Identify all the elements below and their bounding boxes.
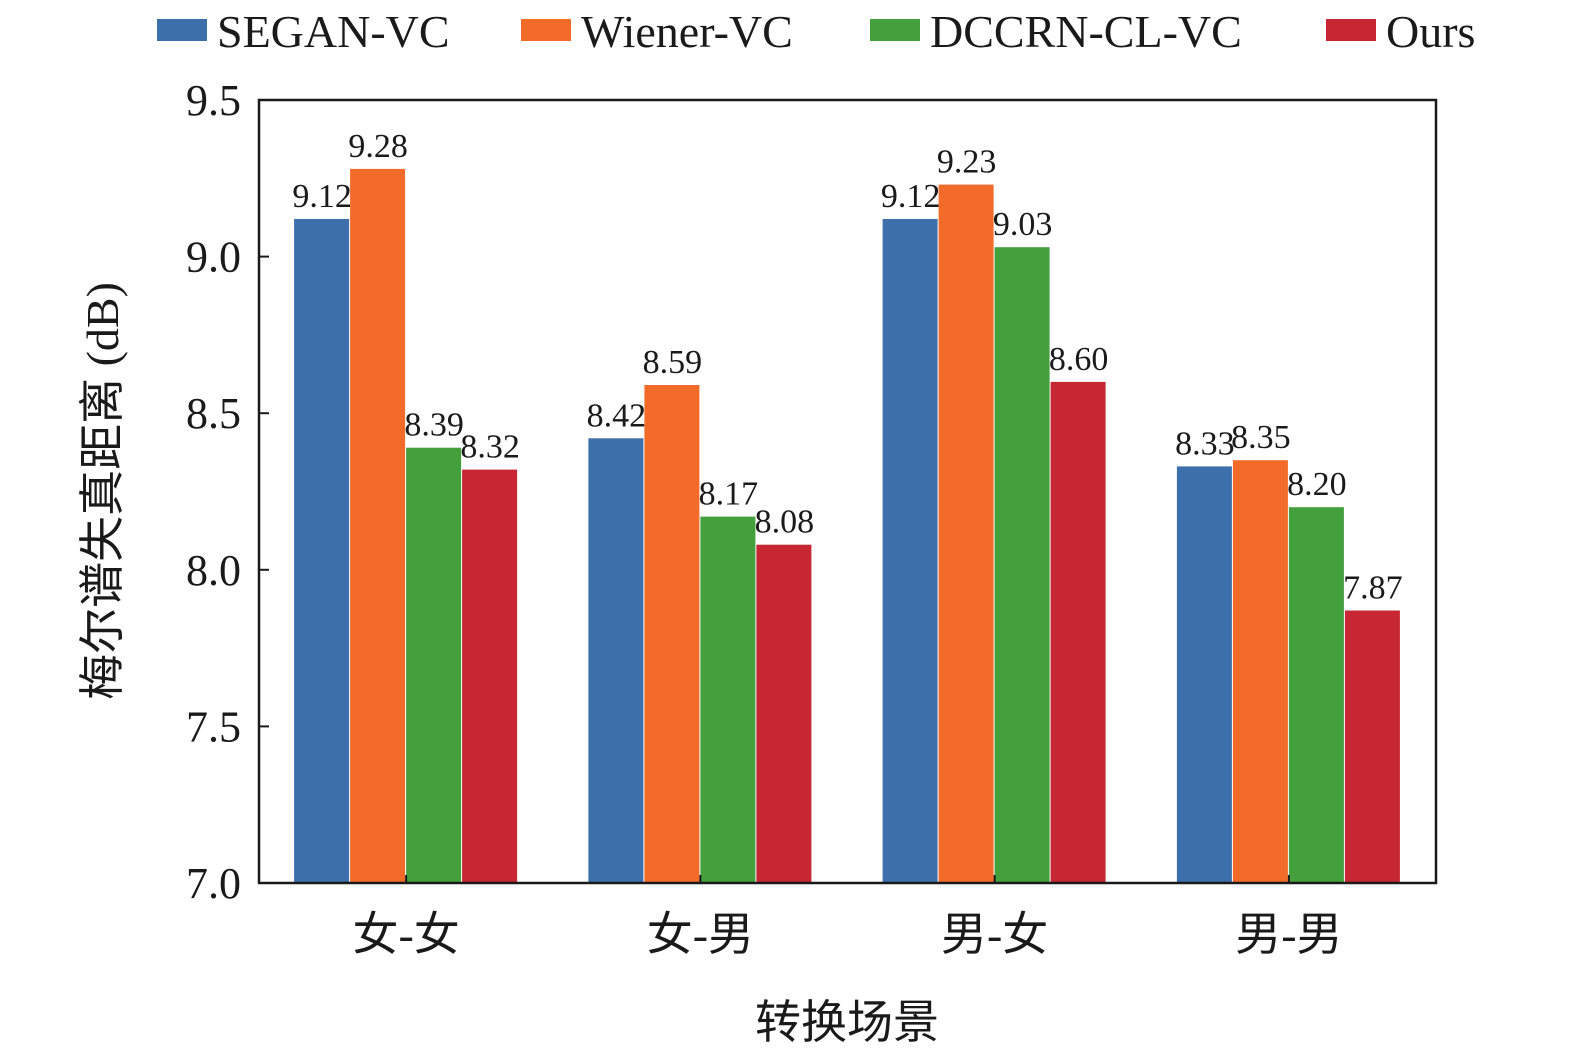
x-axis: 女-女 女-男 男-女 男-男 [352,875,1343,960]
data-label: 8.60 [1049,341,1109,378]
bar-ours-2 [756,544,812,883]
legend-item-ours: Ours [1326,6,1475,57]
bar-dccrn-cl-vc-2 [700,516,756,883]
bar-wiener-vc-1 [350,168,406,883]
data-label: 9.23 [937,144,997,181]
y-axis: 7.0 7.5 8.0 8.5 9.0 9.5 [186,76,269,908]
data-label: 8.59 [643,344,703,381]
legend-swatch [157,19,207,41]
y-tick-label: 7.0 [186,859,241,908]
legend-swatch [870,19,920,41]
x-tick-label: 女-女 [352,909,459,960]
bar-ours-4 [1344,610,1400,883]
y-tick-label: 8.5 [186,389,241,438]
y-axis-title: 梅尔谱失真距离 (dB) [77,282,128,700]
data-label: 8.35 [1231,419,1291,456]
legend-label: Wiener-VC [581,6,793,57]
data-label: 8.42 [587,397,647,434]
x-tick-label: 男-女 [941,909,1048,960]
data-label: 8.32 [460,429,520,466]
x-tick-label: 女-男 [647,909,754,960]
data-label: 8.39 [404,407,464,444]
legend-label: SEGAN-VC [217,6,450,57]
bar-ours-3 [1050,381,1106,883]
data-label: 8.17 [699,476,759,513]
data-label: 9.03 [993,206,1053,243]
bar-segan-vc-4 [1176,466,1232,883]
legend-swatch [521,19,571,41]
legend-label: Ours [1386,6,1475,57]
data-label: 9.12 [881,178,941,215]
bar-segan-vc-2 [588,438,644,883]
x-tick-label: 男-男 [1235,909,1342,960]
bar-wiener-vc-2 [644,385,700,883]
data-label: 7.87 [1343,570,1403,607]
y-tick-label: 8.0 [186,546,241,595]
bar-wiener-vc-4 [1232,460,1288,883]
data-label: 8.33 [1175,425,1235,462]
bar-ours-1 [462,469,518,883]
legend-label: DCCRN-CL-VC [930,6,1242,57]
data-label: 9.28 [348,128,408,165]
legend-item-segan-vc: SEGAN-VC [157,6,450,57]
bar-dccrn-cl-vc-3 [994,247,1050,883]
data-label: 8.08 [755,504,815,541]
bar-segan-vc-3 [882,219,938,883]
legend-swatch [1326,19,1376,41]
bar-segan-vc-1 [294,219,350,883]
bar-dccrn-cl-vc-4 [1288,507,1344,883]
y-tick-label: 9.0 [186,233,241,282]
x-axis-title: 转换场景 [755,997,939,1048]
legend-item-wiener-vc: Wiener-VC [521,6,793,57]
bar-wiener-vc-3 [938,184,994,884]
plot-frame [257,98,1438,885]
data-label: 8.20 [1287,466,1347,503]
legend: SEGAN-VC Wiener-VC DCCRN-CL-VC Ours [157,6,1475,57]
legend-item-dccrn-cl-vc: DCCRN-CL-VC [870,6,1242,57]
bar-dccrn-cl-vc-1 [406,447,462,883]
y-tick-label: 7.5 [186,702,241,751]
y-tick-label: 9.5 [186,76,241,125]
data-label: 9.12 [292,178,352,215]
data-labels: 9.129.288.398.328.428.598.178.089.129.23… [292,128,1402,607]
bars [294,168,1400,884]
